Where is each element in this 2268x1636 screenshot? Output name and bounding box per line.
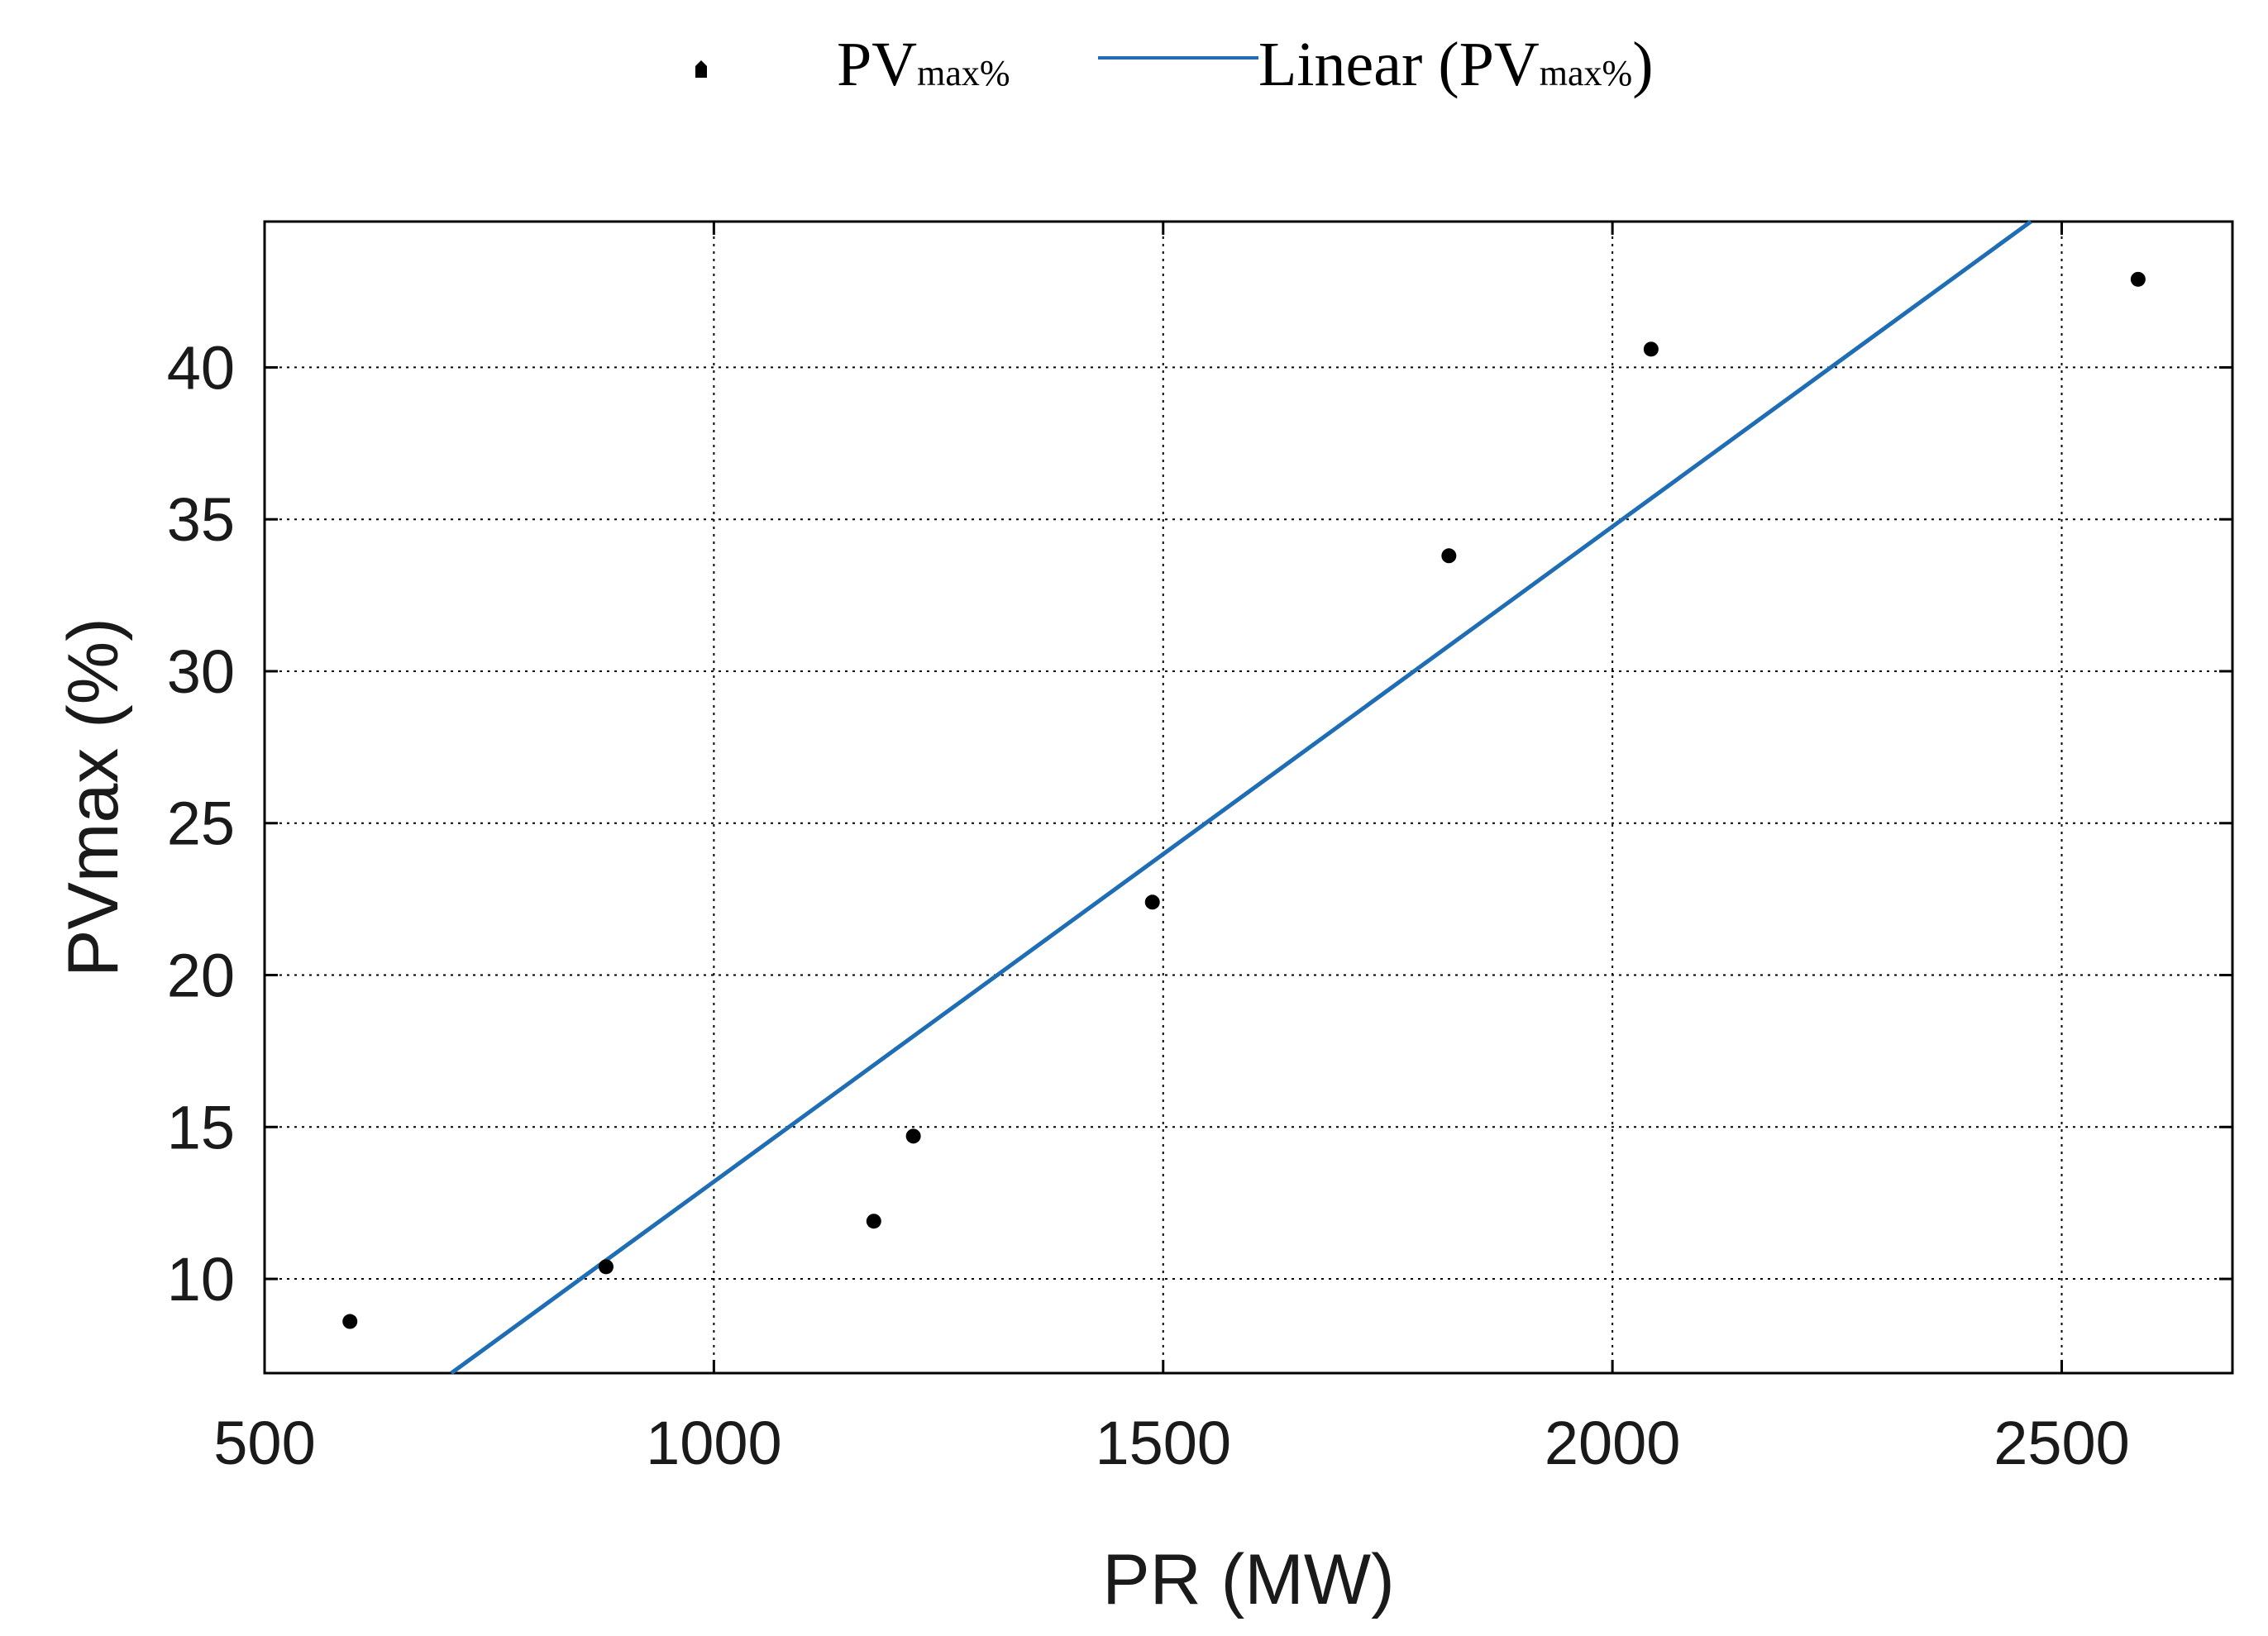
y-tick-label-30: 30	[167, 637, 235, 706]
plot-frame	[263, 220, 2234, 1375]
x-tick-label-2000: 2000	[1545, 1409, 1681, 1477]
y-tick-label-35: 35	[167, 485, 235, 554]
grid	[265, 222, 2232, 1373]
legend-label-pvmax: PVmax%	[837, 30, 1010, 99]
axes: 500 1000 1500 2000 2500 10 15 20 25 30 35 40	[167, 220, 2234, 1477]
y-tick-label-40: 40	[167, 333, 235, 402]
data-point-2	[598, 1259, 614, 1275]
legend-marker-pvmax	[695, 60, 707, 78]
data-point-7	[1643, 341, 1659, 357]
data-point-3	[866, 1214, 881, 1229]
legend-label-pvmax-main: PV	[837, 30, 917, 99]
y-tick-label-20: 20	[167, 942, 235, 1010]
data-point-1	[342, 1314, 358, 1329]
x-tick-label-1000: 1000	[646, 1409, 782, 1477]
data-point-6	[1441, 548, 1457, 564]
y-tick-label-10: 10	[167, 1245, 235, 1314]
y-tick-label-25: 25	[167, 789, 235, 858]
legend-label-pvmax-sub: max%	[917, 53, 1010, 93]
x-tick-label-2500: 2500	[1993, 1409, 2130, 1477]
y-tick-label-15: 15	[167, 1093, 235, 1161]
y-axis-title: PVmax (%)	[54, 618, 133, 977]
data-point-4	[905, 1128, 921, 1144]
series-layer	[342, 219, 2146, 1376]
x-axis-title: PR (MW)	[1102, 1540, 1394, 1619]
legend-label-linear-main: Linear (PV	[1258, 30, 1540, 99]
legend-label-linear-sub: max%	[1540, 53, 1632, 93]
legend: PVmax% Linear (PVmax%)	[695, 30, 1654, 99]
data-point-8	[2130, 271, 2146, 287]
x-tick-label-1500: 1500	[1095, 1409, 1231, 1477]
legend-label-linear: Linear (PVmax%)	[1258, 30, 1654, 99]
x-tick-label-500: 500	[213, 1409, 315, 1477]
data-point-5	[1144, 894, 1160, 910]
trendline	[450, 219, 2032, 1376]
legend-label-linear-suffix: )	[1632, 30, 1653, 99]
